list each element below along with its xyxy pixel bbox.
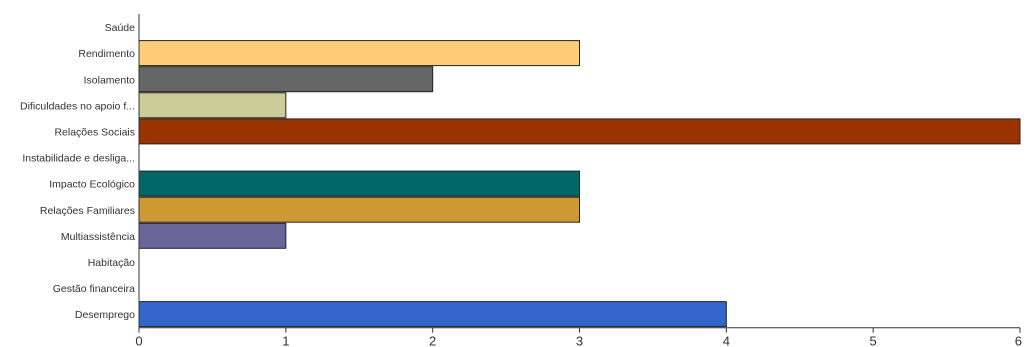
category-label: Desemprego — [75, 309, 135, 321]
x-tick-label: 2 — [429, 334, 436, 347]
category-labels: Saúde Rendimento Isolamento Dificuldades no… — [20, 22, 135, 321]
bar — [138, 196, 580, 223]
category-label: Dificuldades no apoio f... — [20, 100, 135, 112]
bar — [138, 92, 287, 119]
category-label: Saúde — [105, 22, 136, 34]
category-label: Rendimento — [78, 48, 135, 60]
bar — [138, 301, 727, 328]
category-label: Relações Familiares — [40, 205, 135, 217]
category-label: Instabilidade e desliga... — [22, 153, 135, 165]
x-tick-label: 4 — [723, 334, 730, 347]
category-label: Gestão financeira — [53, 283, 135, 295]
bar — [138, 170, 580, 197]
bar — [138, 40, 580, 67]
bar — [138, 118, 1021, 145]
bar — [138, 66, 434, 93]
category-label: Impacto Ecológico — [49, 179, 135, 191]
category-label: Multiassistência — [61, 231, 135, 243]
x-tick-label: 6 — [1015, 334, 1022, 347]
bar — [138, 222, 287, 249]
x-tick-label: 0 — [135, 334, 142, 347]
x-tick-label: 3 — [576, 334, 583, 347]
x-tick-label: 1 — [282, 334, 289, 347]
category-label: Habitação — [88, 257, 135, 269]
x-axis-ticks: 0 1 2 3 4 5 6 — [135, 327, 1022, 347]
bars-group — [138, 40, 1021, 328]
x-tick-label: 5 — [870, 334, 877, 347]
category-label: Relações Sociais — [54, 126, 135, 138]
category-label: Isolamento — [84, 74, 136, 86]
